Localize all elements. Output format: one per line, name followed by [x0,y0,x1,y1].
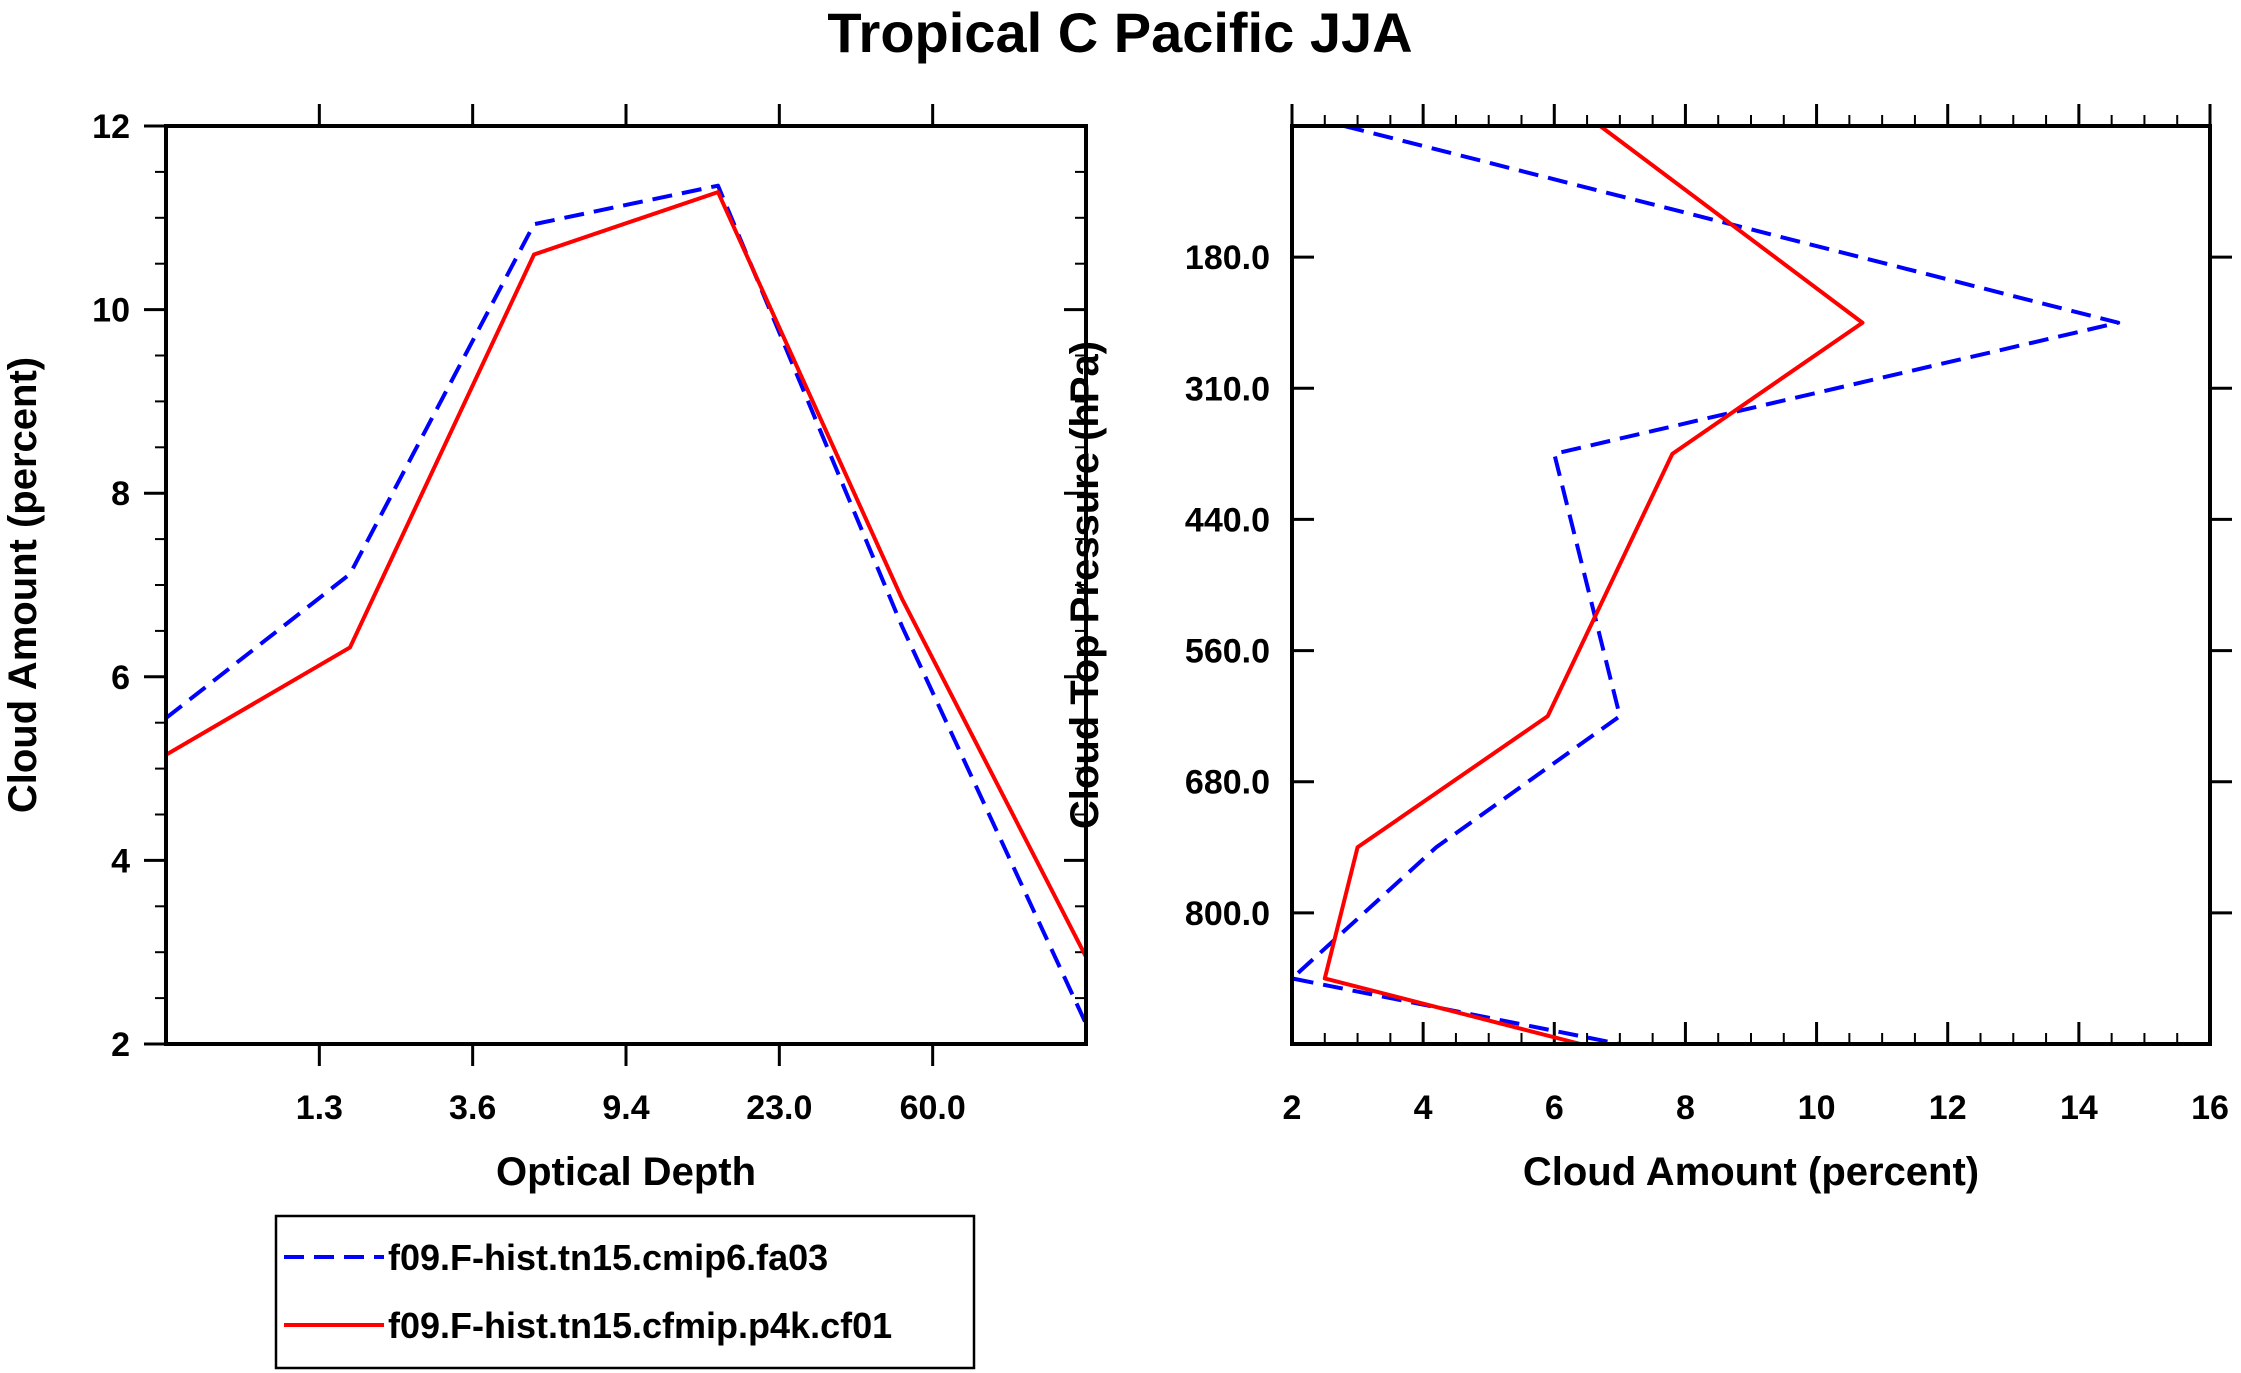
right-x-tick-label: 12 [1929,1089,1967,1127]
right-series [1290,124,2121,1046]
left-y-axis-label: Cloud Amount (percent) [1,357,45,813]
right-y-tick-label: 800.0 [1185,895,1270,933]
right-x-tick-label: 4 [1414,1089,1433,1127]
right-x-tick-label: 10 [1798,1089,1836,1127]
right-y-tick-label: 440.0 [1185,501,1270,539]
left-x-tick-label: 1.3 [296,1089,343,1127]
right-ticks: 2 4 6 8 10 12 14 16 180.0 310.0 440.0 560.0 680.0 800… [1185,104,2232,1127]
legend-label-fa03: f09.F-hist.tn15.cmip6.fa03 [388,1237,828,1278]
left-y-tick-label: 6 [111,659,130,697]
right-x-tick-label: 6 [1545,1089,1564,1127]
left-series-line-f09.F-hist.tn15.cmip6.fa03 [164,183,1088,1025]
right-plot-frame [1290,124,2212,1046]
right-x-tick-label: 8 [1676,1089,1695,1127]
right-y-axis-label: Cloud Top Pressure (hPa) [1063,341,1107,829]
right-x-tick-label: 14 [2060,1089,2098,1127]
left-y-tick-label: 10 [92,292,130,330]
left-x-axis-label: Optical Depth [496,1150,756,1194]
right-series-line-f09.F-hist.tn15.cmip6.fa03 [1290,124,2121,1046]
right-x-axis-label: Cloud Amount (percent) [1523,1150,1979,1194]
right-y-tick-label: 180.0 [1185,239,1270,277]
legend-label-cf01: f09.F-hist.tn15.cfmip.p4k.cf01 [388,1305,892,1346]
chart-title: Tropical C Pacific JJA [827,1,1412,64]
left-x-tick-label: 60.0 [900,1089,966,1127]
left-series-line-f09.F-hist.tn15.cfmip.p4k.cf01 [164,190,1088,958]
left-x-tick-label: 3.6 [449,1089,496,1127]
right-x-tick-label: 16 [2191,1089,2229,1127]
left-x-tick-label: 9.4 [602,1089,649,1127]
right-y-tick-label: 310.0 [1185,370,1270,408]
left-ticks: 2 4 6 8 10 12 1.3 3.6 9.4 23.0 60.0 [92,104,1086,1127]
left-series [164,183,1088,1025]
legend: f09.F-hist.tn15.cmip6.fa03 f09.F-hist.tn… [274,1214,976,1370]
right-panel: 2 4 6 8 10 12 14 16 180.0 310.0 440.0 560.0 680.0 800… [1063,104,2232,1194]
left-y-tick-label: 4 [111,842,130,880]
right-x-tick-label: 2 [1283,1089,1302,1127]
left-y-tick-label: 2 [111,1026,130,1064]
legend-box [274,1214,976,1370]
left-y-tick-label: 12 [92,108,130,146]
right-series-line-f09.F-hist.tn15.cfmip.p4k.cf01 [1322,124,1865,1046]
left-x-tick-label: 23.0 [746,1089,812,1127]
left-plot-frame [164,124,1088,1046]
right-y-tick-label: 560.0 [1185,633,1270,671]
right-y-tick-label: 680.0 [1185,764,1270,802]
left-y-tick-label: 8 [111,475,130,513]
